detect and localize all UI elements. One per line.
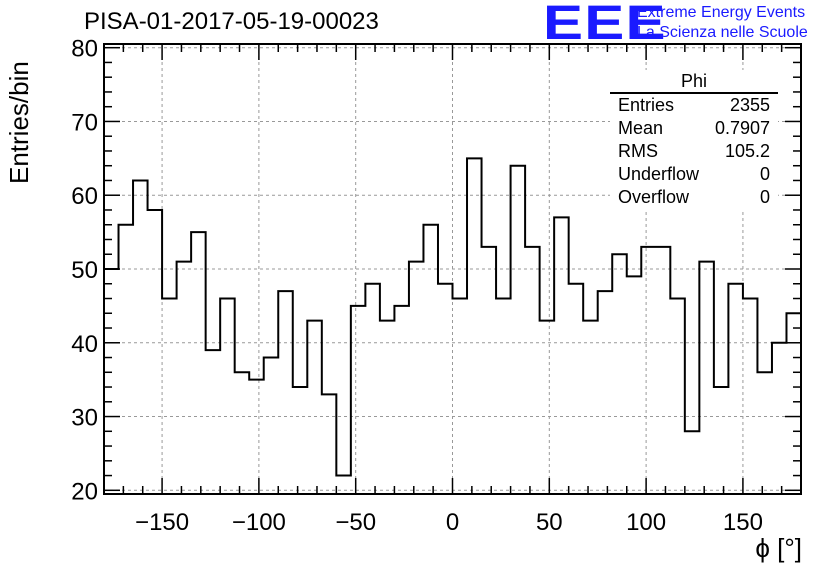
stats-label: Entries: [618, 95, 675, 115]
y-tick-label: 20: [71, 478, 98, 505]
stats-row-underflow: Underflow 0: [610, 163, 778, 186]
x-axis-label: ϕ [°]: [755, 533, 802, 563]
stats-label: RMS: [618, 141, 658, 161]
tick-labels: −150 −100 −50 0 50 100 150 20 30 40 50 60 70 80: [71, 36, 763, 536]
x-tick-label: −50: [335, 509, 376, 536]
x-tick-label: 100: [626, 509, 666, 536]
logo-line-1: Extreme Energy Events: [637, 4, 806, 21]
y-axis-label: Entries/bin: [4, 61, 34, 184]
stats-name: Phi: [610, 70, 778, 94]
stats-value: 2355: [729, 95, 770, 115]
x-tick-label: 150: [723, 509, 763, 536]
logo-line-2: La Scienza nelle Scuole: [637, 24, 808, 41]
chart-title: PISA-01-2017-05-19-00023: [84, 8, 379, 35]
y-tick-label: 50: [71, 257, 98, 284]
y-tick-label: 60: [71, 183, 98, 210]
stats-row-mean: Mean 0.7907: [610, 117, 778, 140]
x-tick-label: 0: [446, 509, 459, 536]
stats-value: 0: [759, 187, 770, 207]
y-tick-label: 30: [71, 405, 98, 432]
histogram-steps: [104, 157, 801, 477]
stats-box: Phi Entries 2355 Mean 0.7907 RMS 105.2 U…: [610, 70, 778, 209]
stats-row-rms: RMS 105.2: [610, 140, 778, 163]
y-tick-label: 80: [71, 36, 98, 63]
y-tick-label: 70: [71, 109, 98, 136]
stats-row-entries: Entries 2355: [610, 94, 778, 117]
stats-row-overflow: Overflow 0: [610, 186, 778, 209]
axis-ticks: [103, 44, 802, 494]
stats-label: Mean: [618, 118, 664, 138]
x-tick-label: 50: [536, 509, 563, 536]
stats-value: 0: [759, 164, 770, 184]
stats-value: 105.2: [724, 141, 770, 161]
eee-logo: EEE: [543, 0, 667, 50]
stats-label: Overflow: [618, 187, 690, 207]
y-tick-label: 40: [71, 331, 98, 358]
stats-label: Underflow: [618, 164, 700, 184]
stats-value: 0.7907: [714, 118, 770, 138]
x-tick-label: −150: [135, 509, 189, 536]
x-tick-label: −100: [232, 509, 286, 536]
